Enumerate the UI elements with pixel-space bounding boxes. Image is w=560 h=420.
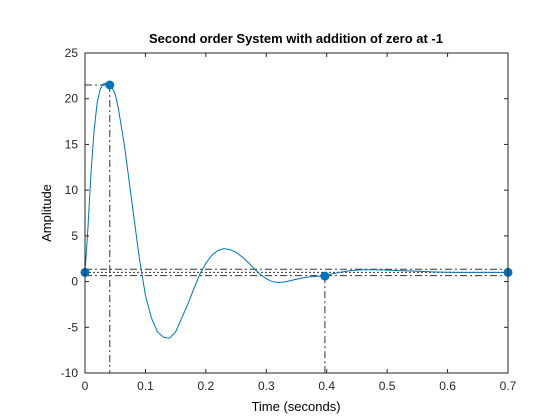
x-tick-label: 0.4	[318, 379, 335, 393]
series-line	[84, 82, 508, 339]
y-tick-label: -5	[67, 320, 78, 334]
x-tick-label: 0.1	[137, 379, 154, 393]
plot-area-background	[85, 53, 508, 373]
characteristic-point-marker	[320, 271, 330, 281]
x-tick-label: 0.2	[198, 379, 215, 393]
x-tick-label: 0.6	[439, 379, 456, 393]
y-tick-label: 5	[71, 229, 78, 243]
chart-title: Second order System with addition of zer…	[149, 31, 443, 46]
x-tick-label: 0.7	[500, 379, 517, 393]
x-tick-label: 0	[82, 379, 89, 393]
y-tick-label: 20	[65, 92, 79, 106]
y-axis-label: Amplitude	[39, 184, 54, 242]
plot-layer: 0 0.1 0.2 0.3 0.4 0.5 0.6 0.7 -10 -5 0 5 10 15 20 25	[61, 46, 517, 393]
y-tick-label: 15	[65, 137, 79, 151]
y-tick-label: 25	[65, 46, 79, 60]
y-tick-label: 0	[71, 275, 78, 289]
x-tick-label: 0.3	[258, 379, 275, 393]
y-tick-label: -10	[61, 366, 79, 380]
characteristic-point-marker	[105, 80, 115, 90]
y-tick-label: 10	[65, 183, 79, 197]
plot-frame	[84, 52, 509, 374]
x-axis-label: Time (seconds)	[251, 399, 340, 414]
x-tick-label: 0.5	[379, 379, 396, 393]
